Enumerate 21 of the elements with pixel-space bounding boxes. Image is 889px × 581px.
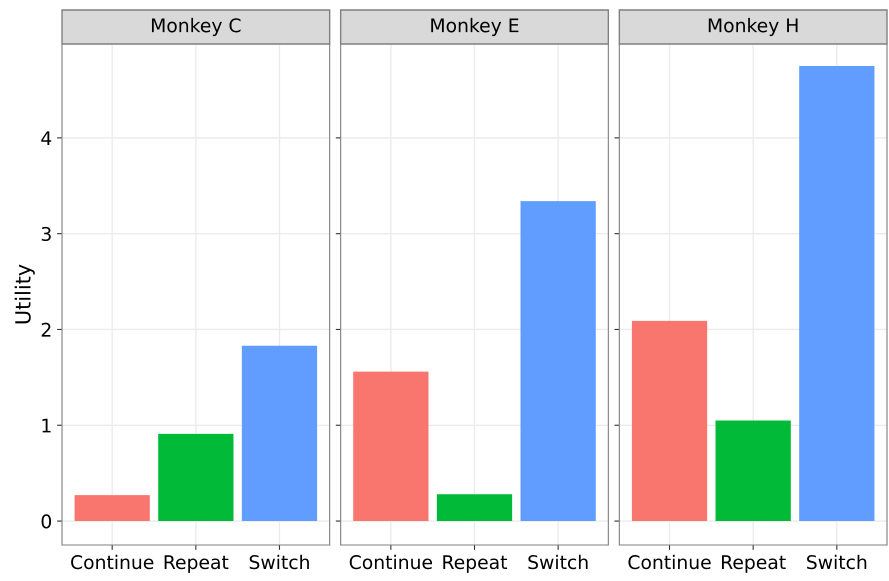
bar — [158, 434, 234, 522]
x-tick-label: Continue — [350, 554, 432, 570]
chart-title: Monkey C — [152, 18, 241, 36]
x-tick-label: Switch — [807, 554, 866, 570]
bar — [242, 346, 318, 522]
x-tick-label: Repeat — [164, 555, 228, 573]
y-tick-label: 1 — [42, 418, 51, 432]
y-tick-label: 4 — [41, 131, 52, 145]
y-tick-label: 2 — [42, 322, 50, 337]
x-tick-label: Repeat — [722, 555, 786, 573]
y-axis-title: Utility — [14, 264, 35, 324]
bar — [74, 495, 150, 522]
x-tick-label: Switch — [528, 554, 588, 570]
chart-title: Monkey E — [431, 18, 518, 36]
x-tick-label: Continue — [71, 554, 154, 570]
x-tick-label: Continue — [628, 554, 711, 570]
chart-title: Monkey H — [708, 18, 798, 36]
y-tick-label: 0 — [42, 514, 52, 528]
x-tick-label: Repeat — [443, 555, 508, 573]
x-tick-label: Switch — [250, 554, 309, 570]
y-tick-label: 3 — [42, 226, 51, 242]
